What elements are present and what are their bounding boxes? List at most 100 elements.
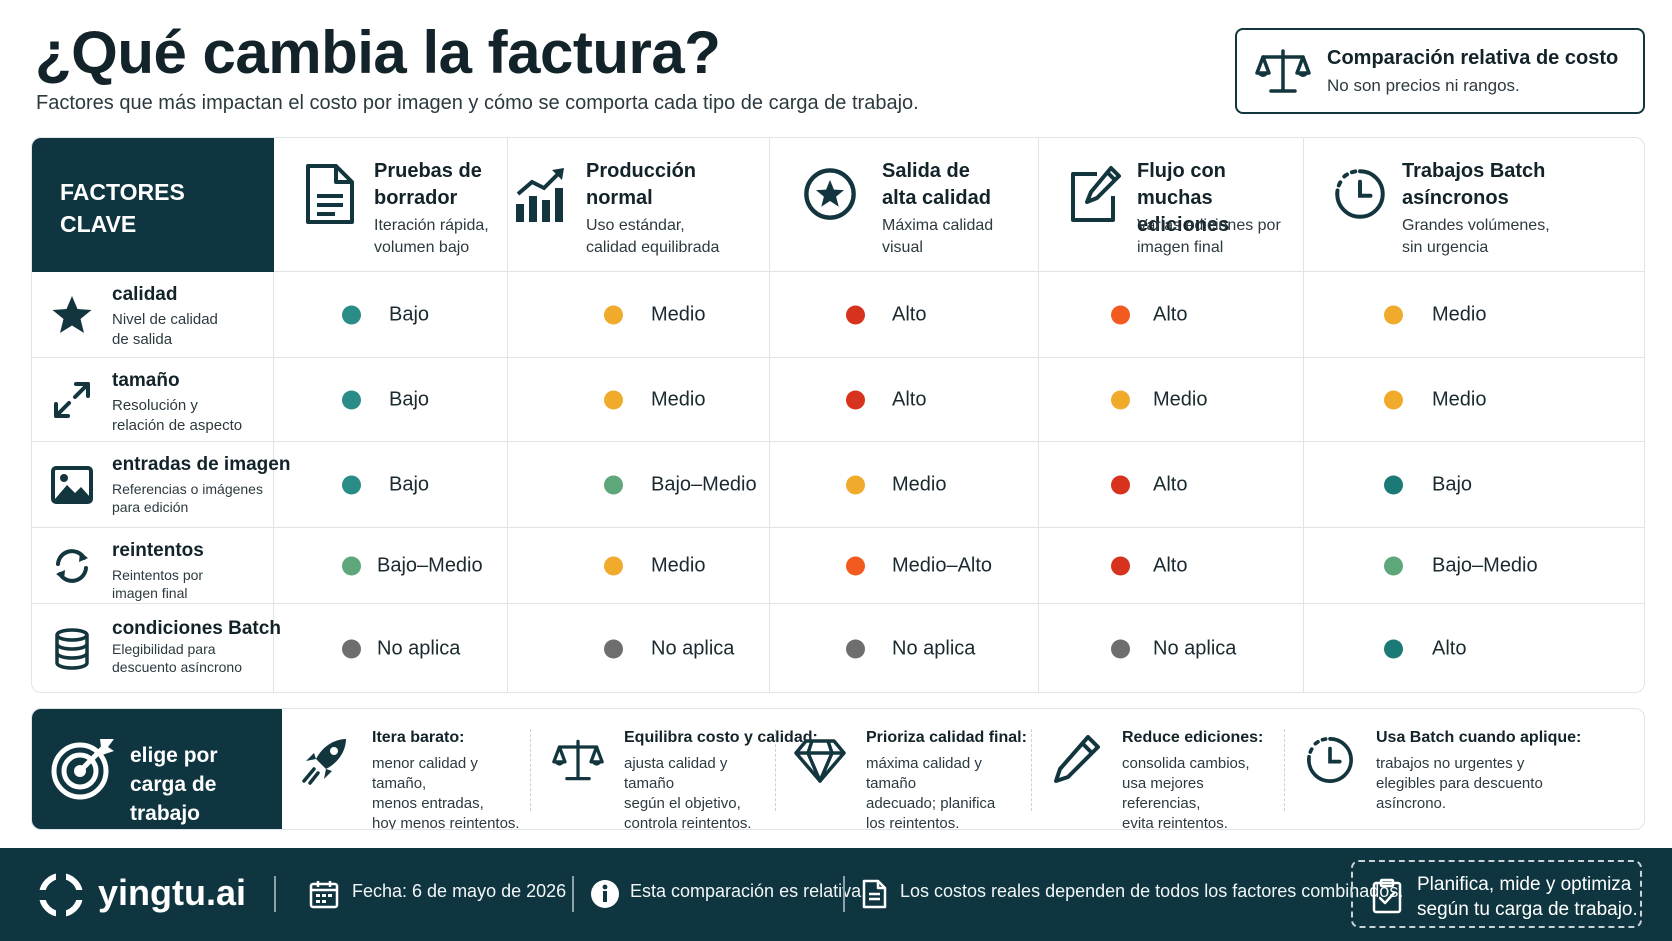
- level-indicator-dot: [1111, 556, 1130, 575]
- column-title: Producción normal: [586, 160, 697, 209]
- cost-level-cell: Alto: [1304, 604, 1644, 692]
- scale-icon: [552, 733, 604, 787]
- recommendation-item: Equilibra costo y calidad: ajusta calidad…: [534, 709, 818, 829]
- factor-row: entradas de imagen Referencias o imágenes…: [32, 442, 1644, 528]
- recommendations-header: elige por carga de trabajo: [32, 709, 282, 829]
- image-icon: [50, 463, 94, 507]
- factor-row: tamaño Resolución y relación de aspecto Ba…: [32, 358, 1644, 442]
- column-header-2: Producción normal Uso estándar, calidad e…: [508, 138, 770, 272]
- level-label: Medio: [651, 554, 706, 576]
- cost-level-cell: Medio: [1039, 358, 1304, 441]
- level-label: Alto: [892, 388, 927, 410]
- clipboard-check-icon: [1372, 878, 1402, 914]
- factor-description: Resolución y relación de aspecto: [112, 397, 243, 434]
- footer-date: Fecha: 6 de mayo de 2026: [352, 881, 567, 901]
- level-label: Bajo: [389, 303, 430, 325]
- column-title: Flujo con muchas ediciones: [1137, 160, 1230, 236]
- cost-level-cell: Bajo: [274, 358, 508, 441]
- level-indicator-dot: [1384, 639, 1403, 659]
- level-label: Bajo: [1432, 473, 1473, 495]
- cost-level-cell: Alto: [1039, 442, 1304, 527]
- cost-level-cell: No aplica: [1039, 604, 1304, 692]
- factor-row-header: reintentos Reintentos por imagen final: [32, 528, 274, 603]
- level-label: Bajo–Medio: [377, 554, 483, 576]
- level-label: Medio: [1432, 388, 1487, 410]
- level-label: Alto: [1153, 473, 1188, 495]
- level-label: No aplica: [892, 637, 976, 660]
- cost-level-cell: Bajo: [1304, 442, 1644, 527]
- level-label: Medio: [892, 473, 947, 495]
- level-indicator-dot: [604, 390, 623, 409]
- cost-level-cell: Medio: [508, 358, 770, 441]
- level-label: Medio: [1153, 388, 1208, 410]
- level-indicator-dot: [604, 305, 623, 324]
- relative-cost-note: Comparación relativa de costo No son pre…: [1235, 28, 1645, 114]
- cost-level-cell: Medio: [770, 442, 1039, 527]
- level-label: Medio: [651, 388, 706, 410]
- factor-description: Referencias o imágenes para edición: [112, 481, 263, 515]
- level-indicator-dot: [342, 475, 361, 494]
- recommendation-title: Equilibra costo y calidad:: [624, 729, 818, 746]
- footer-divider: [843, 876, 845, 912]
- level-indicator-dot: [1384, 390, 1403, 409]
- cost-level-cell: Bajo: [274, 272, 508, 357]
- column-description: Iteración rápida, volumen bajo: [374, 217, 489, 256]
- level-indicator-dot: [604, 475, 623, 494]
- cost-level-cell: Medio: [1304, 272, 1644, 357]
- factor-row: condiciones Batch Elegibilidad para descu…: [32, 604, 1644, 692]
- level-label: Bajo–Medio: [1432, 554, 1538, 576]
- recommendation-item: Reduce ediciones: consolida cambios, usa …: [1032, 709, 1280, 830]
- recommendation-divider: [530, 729, 531, 811]
- cost-level-cell: Bajo: [274, 442, 508, 527]
- clock-icon: [1332, 162, 1388, 226]
- cost-level-cell: No aplica: [274, 604, 508, 692]
- level-label: Bajo–Medio: [651, 473, 757, 495]
- factor-row-header: entradas de imagen Referencias o imágenes…: [32, 442, 290, 527]
- footer-divider: [274, 876, 276, 912]
- cost-level-cell: Medio: [508, 272, 770, 357]
- factor-name: reintentos: [112, 540, 204, 561]
- cost-level-cell: Bajo–Medio: [274, 528, 508, 603]
- cost-level-cell: Alto: [770, 358, 1039, 441]
- level-indicator-dot: [342, 556, 361, 575]
- rocket-icon: [300, 733, 352, 787]
- level-indicator-dot: [1384, 305, 1403, 324]
- brand-name: yingtu.ai: [98, 872, 247, 913]
- target-icon: [51, 739, 114, 800]
- plan-cta: Planifica, mide y optimiza según tu carg…: [1351, 860, 1642, 928]
- factor-row-header: calidad Nivel de calidad de salida: [32, 272, 274, 357]
- level-indicator-dot: [846, 556, 865, 575]
- recommendation-title: Reduce ediciones:: [1122, 729, 1264, 746]
- column-header-3: Salida de alta calidad Máxima calidad vis…: [770, 138, 1039, 272]
- cost-level-cell: No aplica: [770, 604, 1039, 692]
- factor-row: reintentos Reintentos por imagen final Baj…: [32, 528, 1644, 604]
- recommendation-item: Itera barato: menor calidad y tamaño, men…: [282, 709, 528, 829]
- factor-name: condiciones Batch: [112, 618, 281, 639]
- retry-icon: [50, 544, 94, 588]
- level-indicator-dot: [1111, 305, 1130, 324]
- level-label: Alto: [892, 303, 927, 325]
- factor-description: Nivel de calidad de salida: [112, 311, 218, 348]
- recommendation-title: Usa Batch cuando aplique:: [1376, 729, 1582, 746]
- factor-name: entradas de imagen: [112, 454, 291, 475]
- factor-name: tamaño: [112, 370, 180, 391]
- column-header-1: Pruebas de borrador Iteración rápida, vol…: [274, 138, 508, 272]
- factor-row: calidad Nivel de calidad de salida Bajo Med…: [32, 272, 1644, 358]
- level-label: Alto: [1153, 303, 1188, 325]
- column-description: Grandes volúmenes, sin urgencia: [1402, 217, 1550, 256]
- level-indicator-dot: [846, 639, 865, 659]
- recommendation-description: trabajos no urgentes y elegibles para de…: [1376, 755, 1543, 812]
- database-icon: [50, 627, 94, 671]
- edit-icon: [1067, 162, 1123, 226]
- level-indicator-dot: [342, 390, 361, 409]
- footer-costs-note: Los costos reales dependen de todos los …: [900, 881, 1404, 901]
- level-label: Bajo: [389, 473, 430, 495]
- recommendation-description: consolida cambios, usa mejores referenci…: [1122, 755, 1250, 830]
- page-subtitle: Factores que más impactan el costo por i…: [36, 92, 919, 114]
- recommendation-item: Usa Batch cuando aplique: trabajos no urg…: [1286, 709, 1642, 829]
- column-description: Varias ediciones por imagen final: [1137, 217, 1281, 256]
- level-label: No aplica: [651, 637, 735, 660]
- cost-level-cell: Bajo–Medio: [508, 442, 770, 527]
- note-text: No son precios ni rangos.: [1327, 75, 1520, 95]
- cost-level-cell: Alto: [1039, 528, 1304, 603]
